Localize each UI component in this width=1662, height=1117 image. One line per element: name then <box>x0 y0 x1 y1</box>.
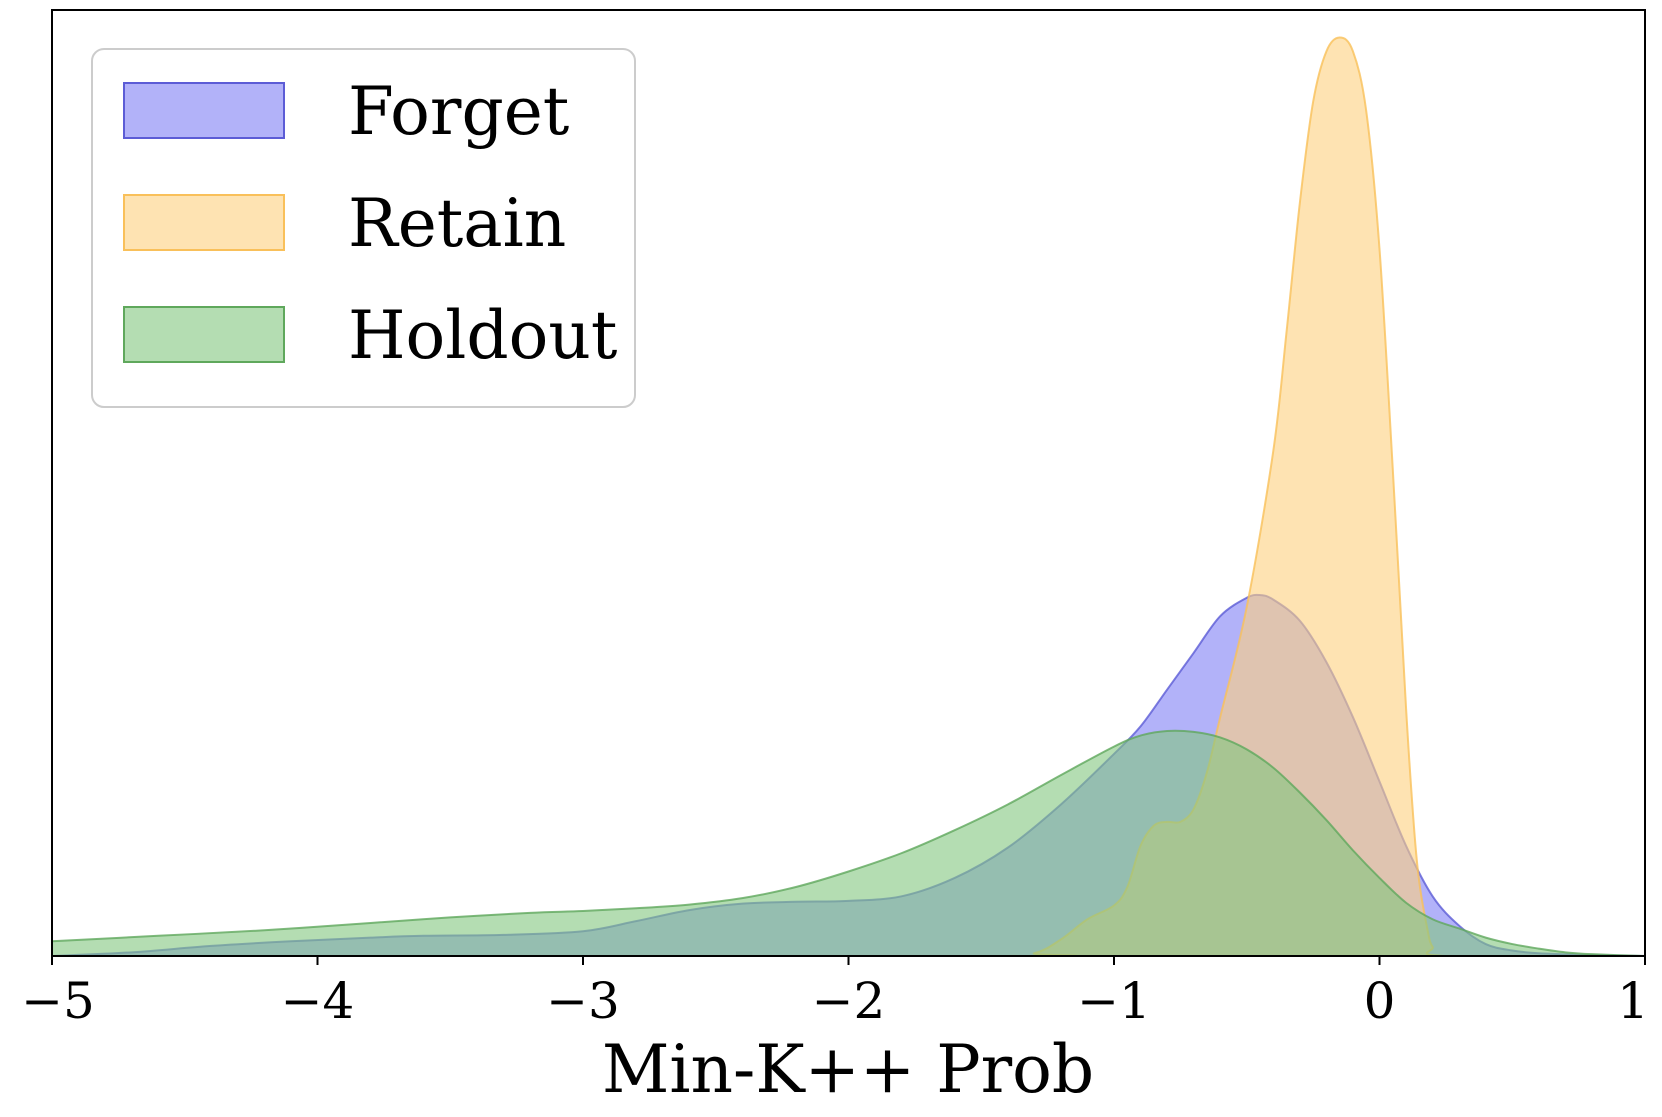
x-axis-title: Min-K++ Prob <box>602 1031 1094 1108</box>
x-tick-label: −3 <box>546 972 620 1030</box>
x-tick-label: −1 <box>1077 972 1151 1030</box>
density-areas <box>51 36 1646 958</box>
legend-entries: Forget Retain Holdout <box>123 73 617 374</box>
x-tick-label: 1 <box>1617 972 1649 1030</box>
legend-label-holdout: Holdout <box>348 297 617 374</box>
x-axis-ticks: −5 −4 −3 −2 −1 0 1 <box>21 956 1649 1030</box>
x-tick-label: −4 <box>281 972 355 1030</box>
legend: Forget Retain Holdout <box>91 48 636 408</box>
legend-swatch-holdout <box>123 306 285 363</box>
x-tick-label: 0 <box>1364 972 1396 1030</box>
legend-swatch-retain <box>123 194 285 251</box>
retain-density-area <box>52 37 1645 957</box>
x-tick-label: −5 <box>21 972 95 1030</box>
legend-swatch-forget <box>123 82 285 139</box>
holdout-density-area <box>52 730 1645 956</box>
legend-label-retain: Retain <box>348 185 566 262</box>
holdout-density-line <box>51 729 1646 957</box>
legend-label-forget: Forget <box>348 73 569 150</box>
x-tick-label: −2 <box>812 972 886 1030</box>
